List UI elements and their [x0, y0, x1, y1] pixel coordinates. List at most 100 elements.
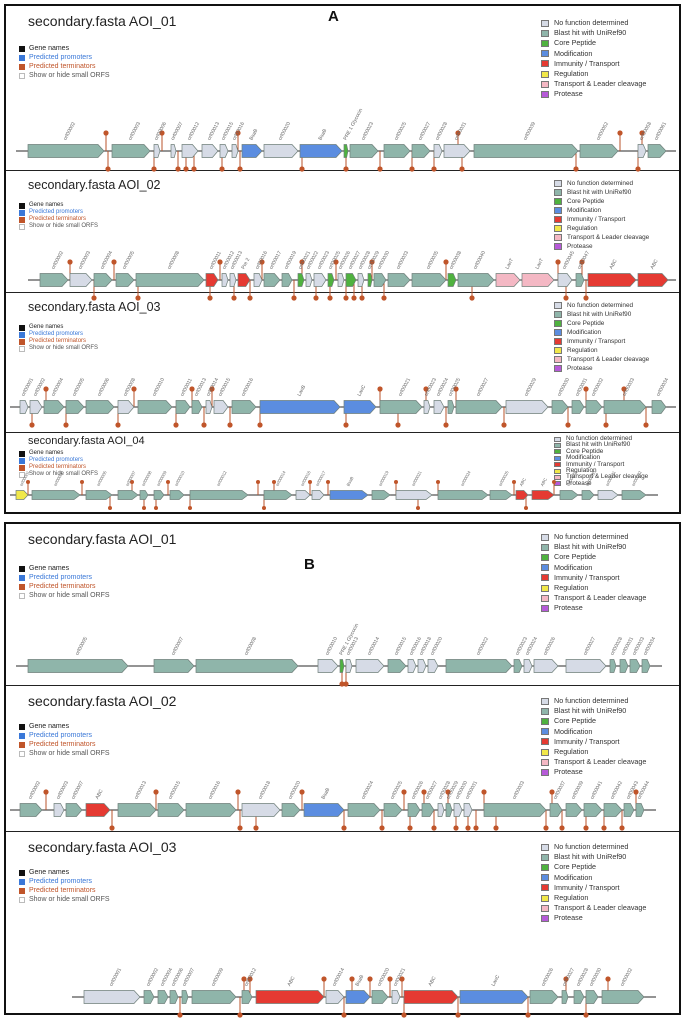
gene-orf00019[interactable]: orf00019 [281, 250, 298, 287]
gene-orf00035[interactable]: orf00035 [411, 250, 447, 287]
gene-orf00031[interactable]: orf00031 [597, 469, 619, 500]
gene-orf00020[interactable]: orf00020 [281, 780, 302, 817]
terminator-marker[interactable] [217, 259, 223, 280]
gene-orf00008[interactable]: orf00008 [195, 636, 299, 673]
gene-orf00007[interactable]: orf00007 [117, 469, 139, 500]
terminator-marker[interactable] [443, 259, 449, 280]
gene-lanc[interactable]: LanC [459, 974, 529, 1004]
gene-orf00016[interactable]: orf00016 [185, 780, 237, 817]
terminator-marker[interactable] [299, 789, 305, 810]
terminator-marker[interactable] [109, 810, 115, 831]
terminator-marker[interactable] [166, 480, 170, 495]
terminator-marker[interactable] [159, 130, 165, 151]
gene-orf00004[interactable]: orf00004 [93, 250, 114, 287]
gene-orf00007[interactable]: orf00007 [65, 780, 85, 817]
terminator-marker[interactable] [201, 407, 207, 428]
gene-orf00019[interactable]: orf00019 [371, 469, 391, 500]
gene-orf00009[interactable]: orf00009 [191, 967, 237, 1004]
terminator-marker[interactable] [247, 280, 253, 301]
gene-pre-2[interactable]: Pre 2 [237, 257, 251, 287]
gene-orf00013[interactable]: orf00013 [201, 121, 221, 158]
terminator-marker[interactable] [237, 997, 243, 1018]
terminator-marker[interactable] [227, 407, 233, 428]
gene-orf00005[interactable]: orf00005 [85, 469, 113, 500]
terminator-marker[interactable] [473, 810, 479, 831]
gene-orf00025[interactable]: orf00025 [383, 780, 404, 817]
terminator-marker[interactable] [131, 386, 137, 407]
gene-orf00015[interactable]: orf00015 [387, 636, 408, 673]
gene-orf00021[interactable]: orf00021 [395, 469, 433, 500]
gene-lant[interactable]: LanT [521, 258, 555, 287]
gene-bsab[interactable]: BsaB [241, 127, 263, 158]
terminator-marker[interactable] [177, 997, 183, 1018]
terminator-marker[interactable] [565, 407, 571, 428]
terminator-marker[interactable] [369, 259, 375, 280]
terminator-marker[interactable] [235, 789, 241, 810]
gene-orf00012[interactable]: orf00012 [181, 121, 201, 158]
terminator-marker[interactable] [321, 976, 327, 997]
terminator-marker[interactable] [501, 407, 507, 428]
track-legend-item[interactable]: Show or hide small ORFS [19, 223, 98, 230]
gene-bsab[interactable]: BsaB [345, 973, 371, 1004]
terminator-marker[interactable] [559, 810, 565, 831]
terminator-marker[interactable] [333, 259, 339, 280]
gene-orf00015[interactable]: orf00015 [157, 780, 185, 817]
gene-orf00039[interactable]: orf00039 [473, 121, 579, 158]
terminator-marker[interactable] [43, 789, 49, 810]
gene-orf00006[interactable]: orf00006 [153, 121, 168, 158]
gene-orf00029[interactable]: orf00029 [559, 469, 579, 500]
gene-lant[interactable]: LanT [495, 258, 521, 287]
gene-orf00026[interactable]: orf00026 [529, 967, 559, 1004]
terminator-marker[interactable] [455, 997, 461, 1018]
gene-orf00021[interactable]: orf00021 [379, 377, 423, 414]
gene-orf00014[interactable]: orf00014 [263, 469, 293, 500]
gene-orf00027[interactable]: orf00027 [565, 636, 607, 673]
gene-orf00002[interactable]: orf00002 [39, 250, 69, 287]
terminator-marker[interactable] [235, 130, 241, 151]
gene-orf00022[interactable]: orf00022 [445, 636, 513, 673]
terminator-marker[interactable] [379, 810, 385, 831]
gene-orf00027[interactable]: orf00027 [411, 121, 432, 158]
terminator-marker[interactable] [525, 997, 531, 1018]
terminator-marker[interactable] [377, 151, 383, 172]
gene-orf00003[interactable]: orf00003 [31, 469, 81, 500]
gene-orf00001[interactable]: orf00001 [83, 967, 141, 1004]
gene-orf00029[interactable]: orf00029 [505, 377, 549, 414]
gene-orf00034[interactable]: orf00034 [651, 377, 670, 414]
terminator-marker[interactable] [291, 280, 297, 301]
terminator-marker[interactable] [175, 151, 181, 172]
gene-orf00014[interactable]: orf00014 [355, 636, 385, 673]
terminator-marker[interactable] [401, 789, 407, 810]
track-legend-item[interactable]: Show or hide small ORFS [19, 345, 98, 352]
gene-bsab[interactable]: BsaB [329, 476, 369, 500]
gene-orf00042[interactable]: orf00042 [603, 780, 624, 817]
gene-orf00041[interactable]: orf00041 [583, 780, 604, 817]
terminator-marker[interactable] [308, 480, 312, 495]
terminator-marker[interactable] [552, 480, 556, 495]
gene-orf00045[interactable]: orf00045 [557, 250, 576, 287]
gene-orf00013[interactable]: orf00013 [117, 780, 157, 817]
gene-abc[interactable]: ABC [637, 258, 669, 287]
gene-orf00012[interactable]: orf00012 [189, 469, 249, 500]
gene-orf00006[interactable]: orf00006 [85, 377, 115, 414]
gene-abc[interactable]: ABC [587, 258, 637, 287]
gene-orf00007[interactable]: orf00007 [153, 636, 195, 673]
terminator-marker[interactable] [341, 997, 347, 1018]
terminator-marker[interactable] [583, 280, 589, 301]
gene-orf00005[interactable]: orf00005 [27, 636, 129, 673]
gene-orf00033[interactable]: orf00033 [603, 377, 647, 414]
gene-orf00010[interactable]: orf00010 [317, 636, 339, 673]
gene-orf00002[interactable]: orf00002 [27, 121, 105, 158]
terminator-marker[interactable] [341, 810, 347, 831]
gene-orf00002[interactable]: orf00002 [19, 780, 43, 817]
gene-orf00025[interactable]: orf00025 [489, 469, 513, 500]
gene-orf00008[interactable]: orf00008 [135, 250, 205, 287]
terminator-marker[interactable] [103, 130, 109, 151]
track-legend-item[interactable]: Show or hide small ORFS [19, 895, 110, 904]
terminator-marker[interactable] [105, 151, 111, 172]
gene-orf00004[interactable]: orf00004 [43, 377, 65, 414]
track-legend-item[interactable]: Show or hide small ORFS [19, 591, 110, 600]
gene-abc[interactable]: ABC [255, 975, 325, 1004]
gene-orf00052[interactable]: orf00052 [579, 121, 619, 158]
track-legend-item[interactable]: Show or hide small ORFS [19, 71, 110, 80]
